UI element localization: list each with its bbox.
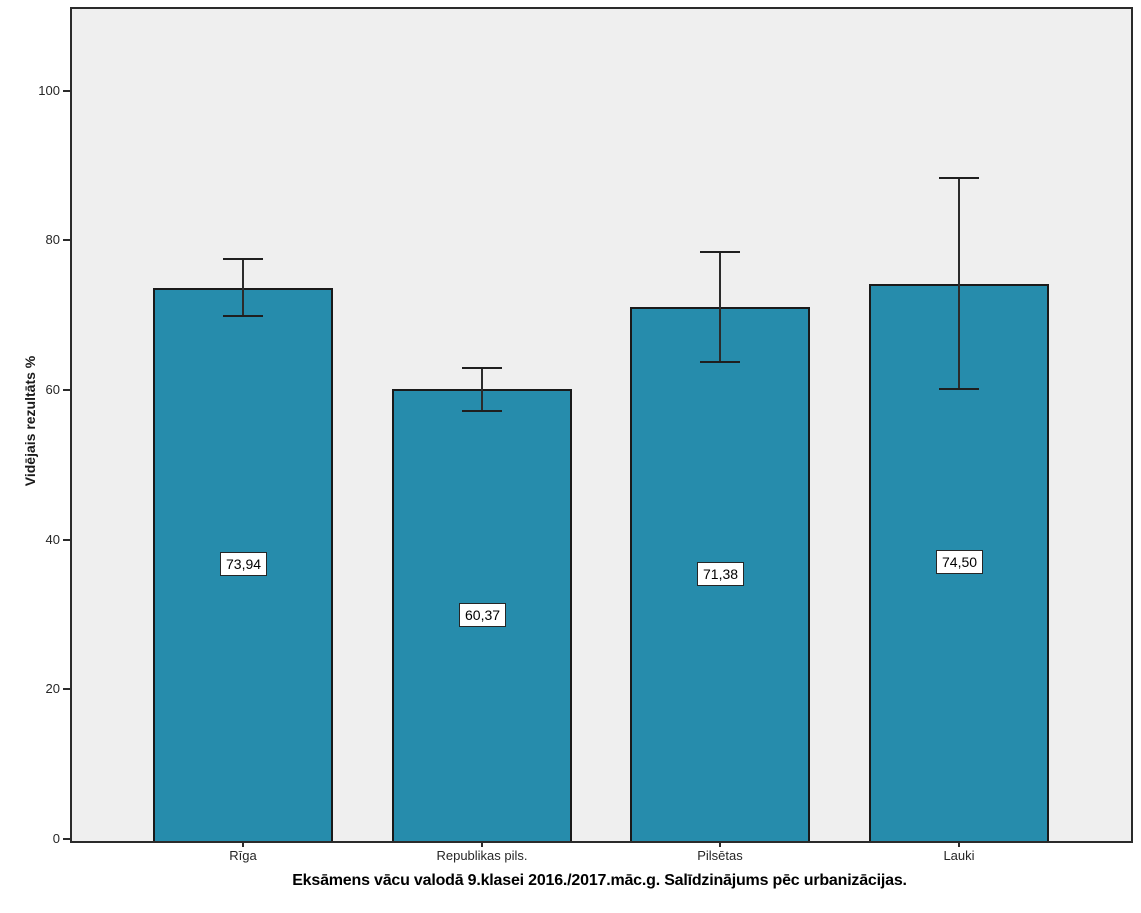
- error-bar-stem: [242, 258, 244, 316]
- x-axis-tick: [719, 841, 721, 847]
- y-axis-tick: [63, 538, 70, 541]
- error-bar-cap-bottom: [939, 388, 979, 391]
- error-bar-cap-bottom: [700, 361, 740, 364]
- error-bar-cap-top: [700, 251, 740, 254]
- x-category-label: Republikas pils.: [436, 848, 528, 863]
- value-label: 60,37: [459, 603, 507, 627]
- error-bar-stem: [958, 178, 960, 390]
- y-axis-title: Vidējais rezultāts %: [22, 355, 38, 487]
- x-axis-tick: [958, 841, 960, 847]
- value-label: 73,94: [220, 552, 268, 576]
- x-category-label: Rīga: [229, 848, 257, 863]
- error-bar-stem: [481, 368, 483, 411]
- y-tick-label: 0: [52, 831, 60, 846]
- y-tick-label: 60: [45, 382, 60, 398]
- y-tick-label: 20: [45, 681, 60, 697]
- chart-title: Eksāmens vācu valodā 9.klasei 2016./2017…: [292, 872, 907, 889]
- value-label: 71,38: [697, 562, 745, 586]
- x-axis-tick: [242, 841, 244, 847]
- y-axis-tick: [63, 389, 70, 392]
- error-bar-stem: [719, 252, 721, 363]
- y-axis-tick: [63, 688, 70, 691]
- value-label: 74,50: [936, 550, 984, 574]
- y-tick-label: 100: [38, 82, 60, 98]
- error-bar-cap-bottom: [223, 314, 263, 317]
- x-category-label: Lauki: [943, 848, 975, 863]
- y-axis-tick: [63, 89, 70, 92]
- error-bar-cap-bottom: [462, 409, 502, 412]
- error-bar-cap-top: [223, 257, 263, 260]
- error-bar-cap-top: [462, 367, 502, 370]
- plot-area: 73,94 60,37 71,38 74,50: [70, 7, 1133, 843]
- y-axis-tick: [63, 239, 70, 242]
- x-category-label: Pilsētas: [697, 848, 743, 863]
- x-axis-tick: [481, 841, 483, 847]
- error-bar-cap-top: [939, 177, 979, 180]
- y-axis-tick: [63, 838, 70, 840]
- y-tick-label: 80: [45, 232, 60, 248]
- y-tick-label: 40: [45, 531, 60, 547]
